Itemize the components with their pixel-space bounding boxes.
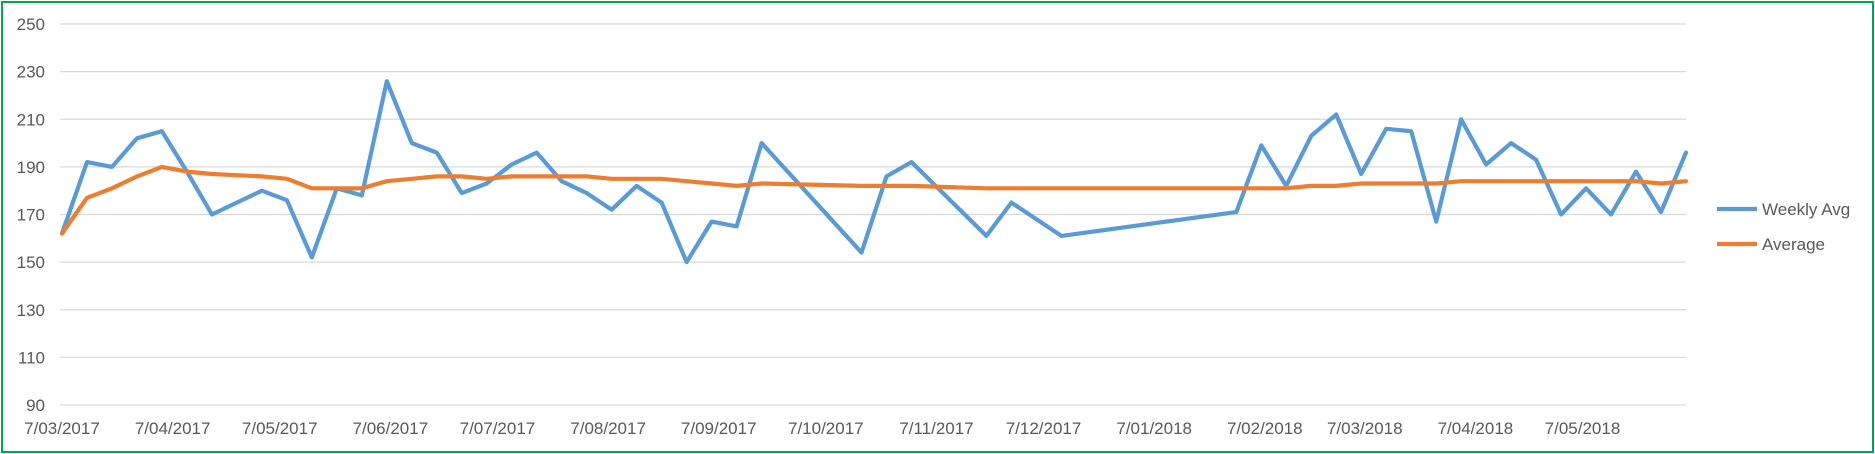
y-tick-label: 190	[17, 158, 45, 177]
y-tick-label: 210	[17, 110, 45, 129]
x-tick-label: 7/10/2017	[788, 419, 864, 438]
legend-label: Average	[1762, 235, 1825, 254]
x-tick-label: 7/04/2018	[1438, 419, 1514, 438]
x-tick-label: 7/04/2017	[135, 419, 211, 438]
series-0	[59, 79, 1689, 265]
x-tick-label: 7/12/2017	[1006, 419, 1082, 438]
x-tick-label: 7/11/2017	[899, 419, 973, 438]
y-tick-label: 150	[17, 253, 45, 272]
series-line	[59, 79, 1689, 265]
y-axis-ticks: 250 230 210 190 170 150 130 110 90	[17, 15, 45, 415]
y-tick-label: 90	[26, 396, 45, 415]
x-tick-label: 7/08/2017	[570, 419, 646, 438]
y-tick-label: 110	[18, 348, 45, 367]
x-tick-label: 7/06/2017	[353, 419, 429, 438]
x-axis-ticks: 7/03/2017 7/04/2017 7/05/2017 7/06/2017 7/07…	[24, 419, 1620, 438]
x-tick-label: 7/07/2017	[460, 419, 536, 438]
legend: Weekly Avg Average	[1717, 200, 1850, 254]
y-tick-label: 230	[17, 63, 45, 82]
y-tick-label: 250	[17, 15, 45, 34]
y-tick-label: 130	[17, 301, 45, 320]
x-tick-label: 7/05/2018	[1545, 419, 1621, 438]
x-tick-label: 7/03/2017	[24, 419, 100, 438]
x-tick-label: 7/09/2017	[681, 419, 757, 438]
x-tick-label: 7/05/2017	[242, 419, 318, 438]
x-tick-label: 7/03/2018	[1327, 419, 1403, 438]
series-1	[59, 164, 1689, 236]
series-lines	[59, 79, 1689, 265]
gridlines	[60, 23, 1686, 406]
x-tick-label: 7/02/2018	[1227, 419, 1303, 438]
legend-label: Weekly Avg	[1762, 200, 1850, 219]
y-tick-label: 170	[17, 206, 45, 225]
x-tick-label: 7/01/2018	[1116, 419, 1192, 438]
